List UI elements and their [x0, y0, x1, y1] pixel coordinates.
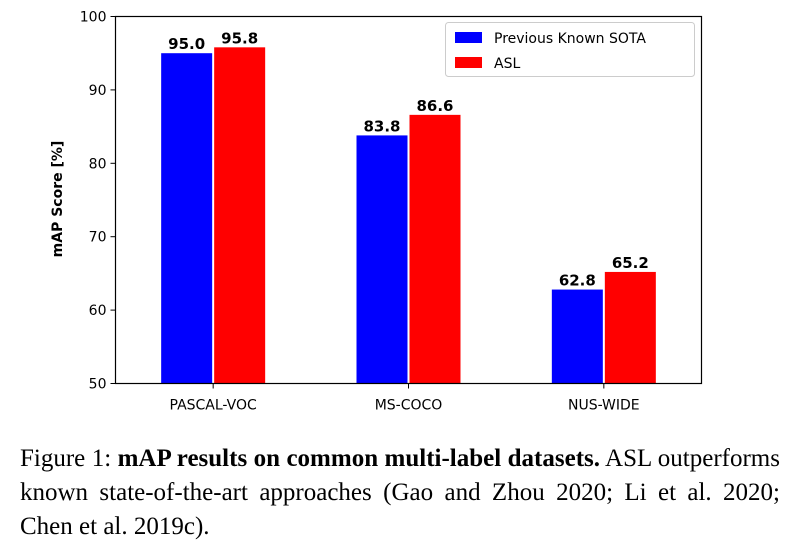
- bar-asl-nus-wide: [604, 271, 656, 384]
- bar-previous-sota-nus-wide: [551, 289, 603, 384]
- bar-chart: mAP Score [%] 50 60 70 80 90 100 95.0 95.8 83.8…: [50, 10, 703, 414]
- bar-value-label: 86.6: [416, 97, 453, 115]
- bar-value-label: 65.2: [612, 254, 649, 272]
- caption-text: ASL outperforms known state-of-the-art a…: [20, 445, 780, 540]
- legend: Previous Known SOTA ASL: [445, 22, 695, 77]
- y-axis-label: mAP Score [%]: [50, 141, 66, 258]
- caption-bold: mAP results on common multi-label datase…: [117, 445, 600, 472]
- y-tick-label: 80: [89, 156, 107, 172]
- bar-value-label: 62.8: [559, 272, 596, 290]
- bar-value-label: 83.8: [363, 117, 400, 135]
- bar-previous-sota-pascal-voc: [161, 53, 213, 384]
- y-tick-label: 50: [89, 377, 107, 393]
- y-tick-label: 90: [89, 83, 107, 99]
- bar-value-label: 95.8: [221, 29, 258, 47]
- bar-value-label: 95.0: [168, 35, 205, 53]
- bar-asl-pascal-voc: [214, 47, 266, 384]
- legend-label-previous-sota: Previous Known SOTA: [494, 31, 646, 47]
- figure-caption: Figure 1: mAP results on common multi-la…: [20, 442, 780, 544]
- x-tick-label: NUS-WIDE: [568, 398, 640, 414]
- y-tick-label: 70: [89, 230, 107, 246]
- bar-previous-sota-ms-coco: [356, 135, 408, 384]
- bar-asl-ms-coco: [409, 114, 461, 384]
- legend-label-asl: ASL: [494, 56, 520, 72]
- legend-swatch-asl: [455, 57, 482, 68]
- y-tick-label: 100: [80, 10, 107, 26]
- legend-swatch-previous-sota: [455, 32, 482, 43]
- x-tick-label: MS-COCO: [375, 398, 443, 414]
- plot-frame: [114, 15, 703, 385]
- legend-box: [445, 22, 695, 77]
- caption-prefix: Figure 1:: [20, 445, 118, 472]
- y-tick-label: 60: [89, 303, 107, 319]
- x-tick-label: PASCAL-VOC: [170, 398, 257, 414]
